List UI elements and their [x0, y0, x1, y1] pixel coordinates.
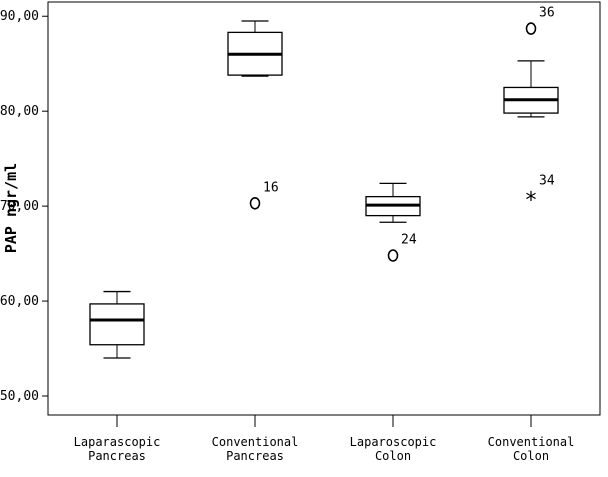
y-axis-label: PAP ngr/ml [2, 163, 20, 253]
outlier-label: 36 [539, 6, 555, 21]
outlier-label: 24 [401, 232, 417, 247]
x-category-label-line: Laparoscopic [350, 435, 437, 449]
box-series: 16 24 36 *34 [89, 6, 559, 359]
outlier-marker [249, 196, 261, 210]
x-category-label-line: Conventional [212, 435, 299, 449]
x-category-label: Conventional Colon [488, 435, 575, 463]
x-category-label-line: Pancreas [226, 449, 284, 463]
iqr-box [89, 303, 145, 346]
box-3: 24 [365, 182, 421, 262]
extreme-outlier-marker: * [524, 189, 537, 214]
x-category-label-line: Pancreas [88, 449, 146, 463]
box-4: 36 *34 [503, 6, 559, 214]
box-2: 16 [227, 20, 283, 210]
outlier-label: 34 [539, 174, 555, 189]
outlier-marker [387, 249, 399, 262]
x-category-label: Laparascopic Pancreas [74, 435, 161, 463]
box-1 [89, 290, 145, 359]
outlier-marker [525, 22, 537, 35]
y-axis-title: PAP ngr/ml [2, 163, 20, 253]
y-tick-label: 60,00 [0, 294, 39, 309]
y-tick-label: 50,00 [0, 389, 39, 404]
x-category-label: Conventional Pancreas [212, 435, 299, 463]
y-axis: 50,00 60,00 70,00 80,00 90,00 [0, 9, 48, 404]
y-tick-label: 90,00 [0, 9, 39, 24]
outlier-label: 16 [263, 180, 279, 195]
x-category-label-line: Colon [513, 449, 549, 463]
y-tick-label: 70,00 [0, 199, 39, 214]
plot-area [47, 1, 601, 416]
x-category-label-line: Colon [375, 449, 411, 463]
x-category-label: Laparoscopic Colon [350, 435, 437, 463]
y-tick-label: 80,00 [0, 104, 39, 119]
x-category-label-line: Conventional [488, 435, 575, 449]
x-category-label-line: Laparascopic [74, 435, 161, 449]
